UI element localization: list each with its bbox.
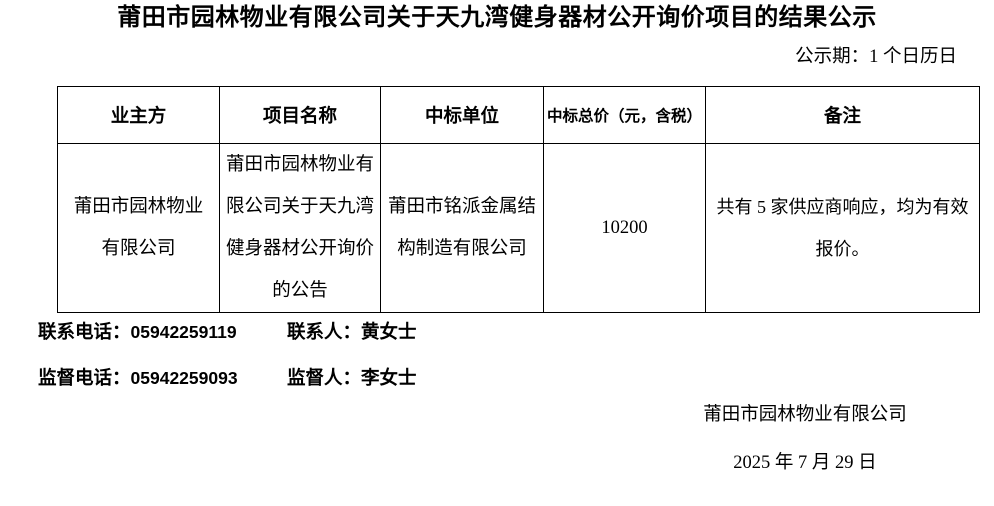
supervisor-line: 监督电话：05942259093 监督人：李女士 xyxy=(38,366,417,391)
contact-line: 联系电话：05942259119 联系人：黄女士 xyxy=(38,320,417,345)
cell-remark: 共有 5 家供应商响应，均为有效报价。 xyxy=(705,143,980,313)
supervisor-phone-label: 监督电话： xyxy=(38,369,131,389)
contact-phone-segment: 联系电话：05942259119 xyxy=(38,320,287,345)
results-table: 业主方 项目名称 中标单位 中标总价（元，含税） 备注 莆田市园林物业有限公司 … xyxy=(57,86,980,313)
contact-person-label: 联系人： xyxy=(287,323,362,343)
col-header-winning-bidder: 中标单位 xyxy=(380,86,544,144)
signature-block: 莆田市园林物业有限公司 2025 年 7 月 29 日 xyxy=(699,403,911,475)
cell-winning-bidder: 莆田市铭派金属结构制造有限公司 xyxy=(380,143,544,313)
contact-phone-label: 联系电话： xyxy=(38,323,131,343)
supervisor-phone-segment: 监督电话：05942259093 xyxy=(38,366,287,391)
signature-company: 莆田市园林物业有限公司 xyxy=(703,405,907,425)
col-header-winning-price: 中标总价（元，含税） xyxy=(543,86,706,144)
supervisor-person-label: 监督人： xyxy=(287,369,362,389)
publicity-period: 公示期：1 个日历日 xyxy=(795,47,957,67)
table-header-row: 业主方 项目名称 中标单位 中标总价（元，含税） 备注 xyxy=(57,86,980,144)
cell-project-name: 莆田市园林物业有限公司关于天九湾健身器材公开询价的公告 xyxy=(219,143,381,313)
contact-phone-value: 05942259119 xyxy=(130,322,237,342)
cell-owner: 莆田市园林物业有限公司 xyxy=(57,143,220,313)
cell-winning-price: 10200 xyxy=(543,143,706,313)
col-header-owner: 业主方 xyxy=(57,86,220,144)
page-title: 莆田市园林物业有限公司关于天九湾健身器材公开询价项目的结果公示 xyxy=(117,5,877,31)
supervisor-person-value: 李女士 xyxy=(361,369,417,389)
col-header-project-name: 项目名称 xyxy=(219,86,381,144)
supervisor-phone-value: 05942259093 xyxy=(130,368,238,388)
table-row: 莆田市园林物业有限公司 莆田市园林物业有限公司关于天九湾健身器材公开询价的公告 … xyxy=(57,143,980,313)
contact-person-value: 黄女士 xyxy=(361,323,417,343)
signature-date: 2025 年 7 月 29 日 xyxy=(733,453,877,473)
col-header-remark: 备注 xyxy=(705,86,980,144)
